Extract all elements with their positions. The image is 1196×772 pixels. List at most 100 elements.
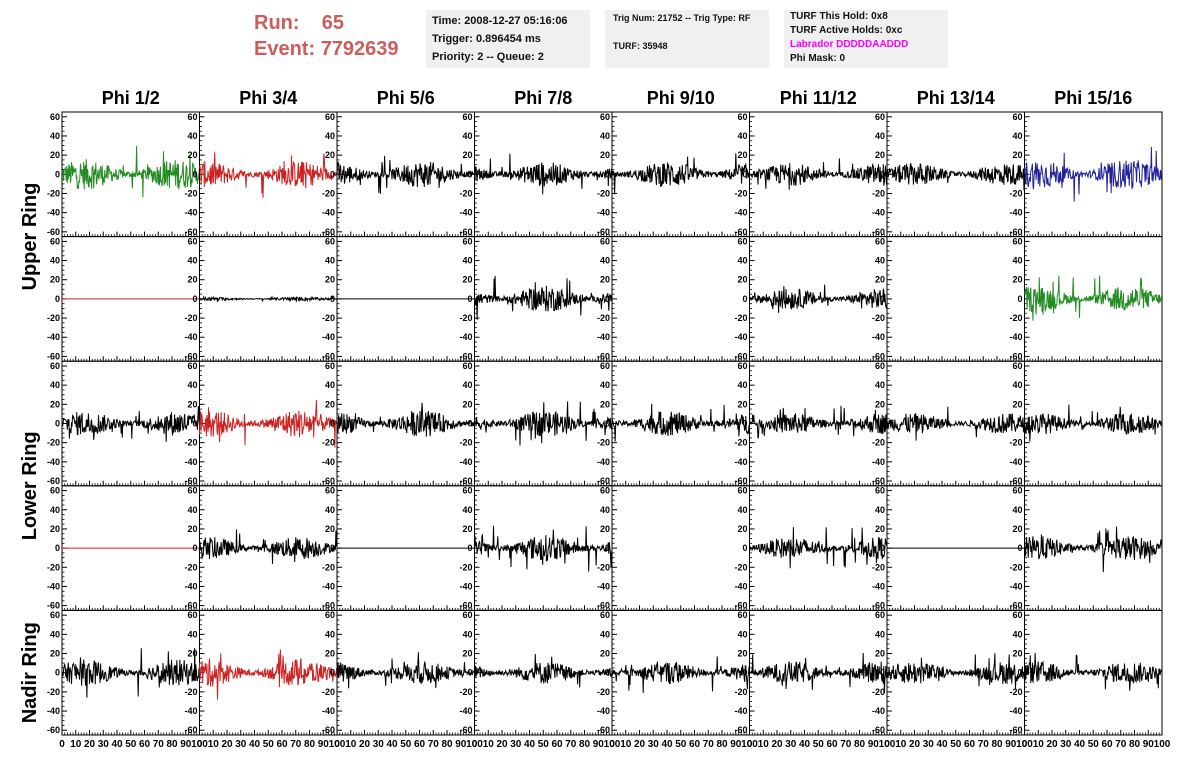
y-tick-label: 40 — [875, 505, 885, 515]
y-tick-label: -20 — [184, 313, 197, 323]
y-tick-label: -20 — [1009, 687, 1022, 697]
y-tick-label: -40 — [872, 457, 885, 467]
x-tick-label: 60 — [689, 739, 701, 750]
y-tick-label: 40 — [187, 256, 197, 266]
y-tick-label: -60 — [184, 476, 197, 486]
y-tick-label: 60 — [325, 610, 335, 620]
y-tick-label: -60 — [734, 601, 747, 611]
y-tick-label: -40 — [872, 208, 885, 218]
y-tick-label: 0 — [192, 419, 197, 429]
y-tick-label: 20 — [462, 275, 472, 285]
y-tick-label: -20 — [184, 687, 197, 697]
y-tick-label: -40 — [184, 706, 197, 716]
y-tick-label: 40 — [737, 380, 747, 390]
y-tick-label: 0 — [192, 543, 197, 553]
y-tick-label: 40 — [1012, 629, 1022, 639]
waveform-trace — [1024, 146, 1163, 202]
y-tick-label: -20 — [47, 562, 60, 572]
y-tick-label: -40 — [459, 208, 472, 218]
y-tick-label: -60 — [47, 351, 60, 361]
x-tick-label: 80 — [991, 739, 1003, 750]
y-tick-label: 0 — [605, 294, 610, 304]
x-tick-label: 100 — [1154, 739, 1171, 750]
x-tick-label: 40 — [799, 739, 811, 750]
x-tick-label: 100 — [191, 739, 208, 750]
x-tick-label: 60 — [1101, 739, 1113, 750]
y-tick-label: 60 — [737, 486, 747, 496]
y-tick-label: 60 — [325, 112, 335, 122]
y-tick-label: -20 — [734, 188, 747, 198]
y-tick-label: 20 — [187, 524, 197, 534]
y-tick-label: 60 — [325, 236, 335, 246]
waveform-trace — [611, 656, 750, 694]
y-tick-label: 20 — [600, 524, 610, 534]
y-tick-label: 20 — [737, 150, 747, 160]
y-tick-label: -40 — [597, 706, 610, 716]
y-tick-label: -20 — [872, 687, 885, 697]
y-tick-label: -40 — [322, 581, 335, 591]
waveform-trace — [886, 406, 1025, 441]
x-tick-label: 80 — [579, 739, 591, 750]
y-tick-label: 40 — [462, 256, 472, 266]
x-tick-label: 90 — [593, 739, 605, 750]
x-tick-label: 40 — [111, 739, 123, 750]
waveform-trace — [61, 405, 200, 442]
column-title: Phi 13/14 — [917, 88, 995, 108]
y-tick-label: 60 — [875, 361, 885, 371]
x-tick-label: 60 — [551, 739, 563, 750]
y-tick-label: 60 — [600, 486, 610, 496]
x-tick-label: 90 — [730, 739, 742, 750]
y-tick-label: 40 — [875, 629, 885, 639]
column-title: Phi 11/12 — [780, 88, 857, 108]
x-tick-label: 90 — [318, 739, 330, 750]
y-tick-label: 40 — [600, 505, 610, 515]
y-tick-label: -40 — [1009, 581, 1022, 591]
y-tick-label: -40 — [459, 457, 472, 467]
y-tick-label: -20 — [734, 687, 747, 697]
y-tick-label: -20 — [47, 188, 60, 198]
y-tick-label: -60 — [872, 476, 885, 486]
waveform-trace — [199, 295, 338, 303]
x-tick-label: 100 — [1016, 739, 1033, 750]
y-tick-label: -20 — [184, 562, 197, 572]
x-tick-label: 10 — [483, 739, 495, 750]
y-tick-label: 0 — [467, 294, 472, 304]
y-tick-label: 0 — [330, 419, 335, 429]
column-title: Phi 7/8 — [514, 88, 572, 108]
y-tick-label: 0 — [742, 668, 747, 678]
y-tick-label: -40 — [872, 332, 885, 342]
y-tick-label: -20 — [1009, 438, 1022, 448]
y-tick-label: 0 — [192, 294, 197, 304]
y-tick-label: 0 — [880, 419, 885, 429]
y-tick-label: -20 — [459, 188, 472, 198]
y-tick-label: -20 — [47, 438, 60, 448]
y-tick-label: 60 — [737, 112, 747, 122]
y-tick-label: 0 — [467, 668, 472, 678]
y-tick-label: 20 — [187, 649, 197, 659]
x-tick-label: 10 — [208, 739, 220, 750]
time-text: Time: 2008-12-27 05:16:06 — [432, 15, 568, 27]
y-tick-label: -40 — [1009, 457, 1022, 467]
waveform-trace — [61, 647, 200, 698]
y-tick-label: 0 — [880, 169, 885, 179]
x-tick-label: 0 — [59, 739, 65, 750]
y-tick-label: -60 — [459, 476, 472, 486]
y-tick-label: 60 — [187, 361, 197, 371]
y-tick-label: -60 — [322, 476, 335, 486]
y-tick-label: 40 — [1012, 256, 1022, 266]
x-tick-label: 50 — [263, 739, 275, 750]
y-tick-label: 40 — [600, 131, 610, 141]
y-tick-label: -60 — [1009, 351, 1022, 361]
y-tick-label: 40 — [1012, 380, 1022, 390]
y-tick-label: 40 — [462, 629, 472, 639]
y-tick-label: -20 — [459, 687, 472, 697]
y-tick-label: -20 — [734, 438, 747, 448]
event-value: 7792639 — [320, 38, 399, 60]
y-tick-label: 0 — [605, 668, 610, 678]
y-tick-label: 0 — [330, 668, 335, 678]
y-tick-label: 60 — [325, 486, 335, 496]
y-tick-label: 0 — [1017, 543, 1022, 553]
x-tick-label: 10 — [70, 739, 82, 750]
y-tick-label: -60 — [184, 725, 197, 735]
